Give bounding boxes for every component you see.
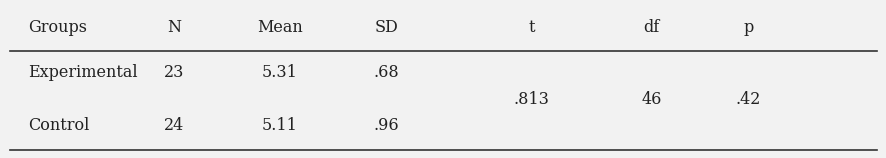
Text: 24: 24 — [164, 117, 183, 134]
Text: .42: .42 — [735, 91, 760, 108]
Text: .813: .813 — [513, 91, 549, 108]
Text: .96: .96 — [373, 117, 399, 134]
Text: Control: Control — [27, 117, 89, 134]
Text: 46: 46 — [641, 91, 661, 108]
Text: t: t — [528, 19, 534, 36]
Text: 5.31: 5.31 — [261, 64, 298, 81]
Text: Mean: Mean — [257, 19, 302, 36]
Text: 5.11: 5.11 — [261, 117, 298, 134]
Text: df: df — [642, 19, 658, 36]
Text: p: p — [742, 19, 753, 36]
Text: Experimental: Experimental — [27, 64, 137, 81]
Text: 23: 23 — [163, 64, 183, 81]
Text: N: N — [167, 19, 181, 36]
Text: .68: .68 — [373, 64, 399, 81]
Text: Groups: Groups — [27, 19, 87, 36]
Text: SD: SD — [374, 19, 398, 36]
